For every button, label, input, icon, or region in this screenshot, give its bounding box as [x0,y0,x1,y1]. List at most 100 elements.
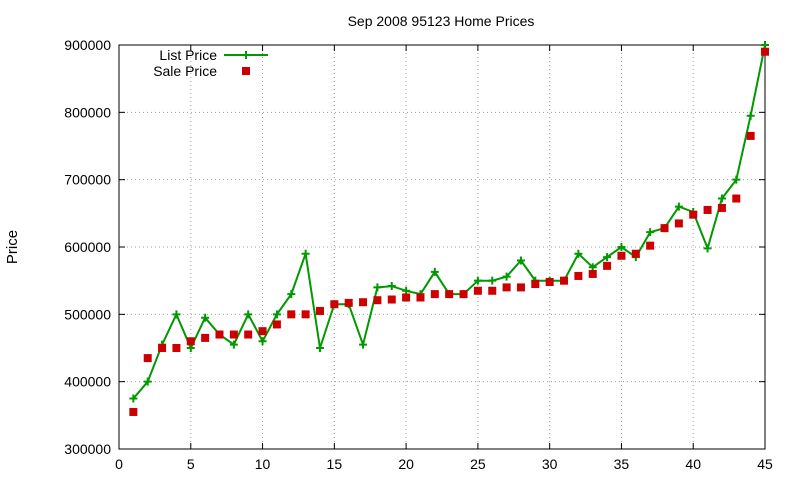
list-price-point [143,377,152,386]
sale-price-point [445,290,454,299]
sale-price-point [717,203,726,212]
sale-price-point [201,333,210,342]
sale-price-point [617,251,626,260]
sale-price-point [172,344,181,352]
x-tick-label: 30 [542,456,558,472]
list-price-point [574,249,583,258]
sale-price-point [287,310,296,319]
sale-price-point [703,205,712,214]
sale-price-point [531,280,540,289]
x-tick-label: 40 [685,456,701,472]
x-tick-label: 20 [398,456,414,472]
sale-price-point [244,330,253,339]
list-price-point [674,202,683,211]
sale-price-point [660,224,669,233]
y-tick-label: 700000 [64,172,111,188]
series-list-price [129,41,769,403]
list-price-point [603,253,612,262]
list-price-point [359,340,368,349]
list-price-point [746,111,755,120]
sale-price-point [473,286,482,295]
y-tick-label: 500000 [64,306,111,322]
x-tick-label: 15 [327,456,343,472]
list-price-point [186,344,195,352]
sale-price-point [516,283,525,292]
sale-price-point [646,241,655,250]
sale-price-point [488,286,497,295]
sale-price-point [732,194,741,203]
x-tick-label: 35 [614,456,630,472]
list-price-point [588,263,597,272]
list-price-point [172,310,181,319]
sale-price-point [215,330,224,339]
y-tick-label: 300000 [64,441,111,457]
list-price-point [473,276,482,285]
sale-price-point [344,298,353,307]
sale-price-point [574,271,583,280]
legend-label: List Price [159,47,217,63]
sale-price-point [373,296,382,305]
list-price-point [761,41,769,49]
list-price-point [258,337,267,346]
x-tick-label: 10 [255,456,271,472]
series-layer [129,41,769,416]
sale-price-point [272,320,281,329]
sale-price-point [502,283,511,292]
list-price-point [516,256,525,265]
sale-price-point [746,131,755,140]
sale-price-point [143,354,152,363]
sale-price-point [158,344,167,352]
grid-lines [119,45,765,449]
list-price-point [244,310,253,319]
sale-price-point [674,219,683,228]
list-price-point [129,394,138,403]
sale-price-point [631,249,640,258]
x-axis-ticks: 0 5 10 15 20 25 30 35 40 45 [115,45,773,472]
list-price-point [732,175,741,184]
legend-label: Sale Price [153,63,217,79]
y-tick-label: 800000 [64,104,111,120]
legend-plus-swatch [242,51,250,59]
y-axis-label: Price [4,230,21,264]
list-price-point [488,276,497,285]
sale-price-point [387,295,396,304]
list-price-point [502,272,511,281]
sale-price-point [258,327,267,336]
list-price-point [287,290,296,299]
sale-price-point [459,290,468,299]
legend-entry: Sale Price [153,63,250,79]
sale-price-point [301,310,310,319]
list-price-point [387,282,396,291]
y-tick-label: 400000 [64,374,111,390]
y-tick-label: 900000 [64,37,111,53]
sale-price-point [761,47,769,56]
list-price-point [315,344,324,352]
y-axis-ticks: 300000 400000 500000 600000 700000 800000 9000… [64,37,765,457]
list-price-point [301,249,310,258]
sale-price-point [689,210,698,219]
x-tick-label: 5 [187,456,195,472]
sale-price-point [603,261,612,270]
list-price-point [430,267,439,276]
list-price-point [617,243,626,251]
x-tick-label: 0 [115,456,123,472]
sale-price-point [416,293,425,302]
list-price-point [229,340,238,349]
x-tick-label: 25 [470,456,486,472]
list-price-point [201,313,210,322]
sale-price-point [315,306,324,315]
sale-price-point [560,276,569,285]
series-sale-price [129,47,769,416]
sale-price-point [330,300,339,309]
list-price-point [703,244,712,253]
sale-price-point [359,298,368,307]
list-price-point [717,194,726,203]
legend-square-swatch [242,67,250,75]
sale-price-point [588,269,597,278]
y-tick-label: 600000 [64,239,111,255]
sale-price-point [129,407,138,416]
sale-price-point [545,278,554,287]
chart-title: Sep 2008 95123 Home Prices [348,13,535,29]
list-price-point [272,310,281,319]
